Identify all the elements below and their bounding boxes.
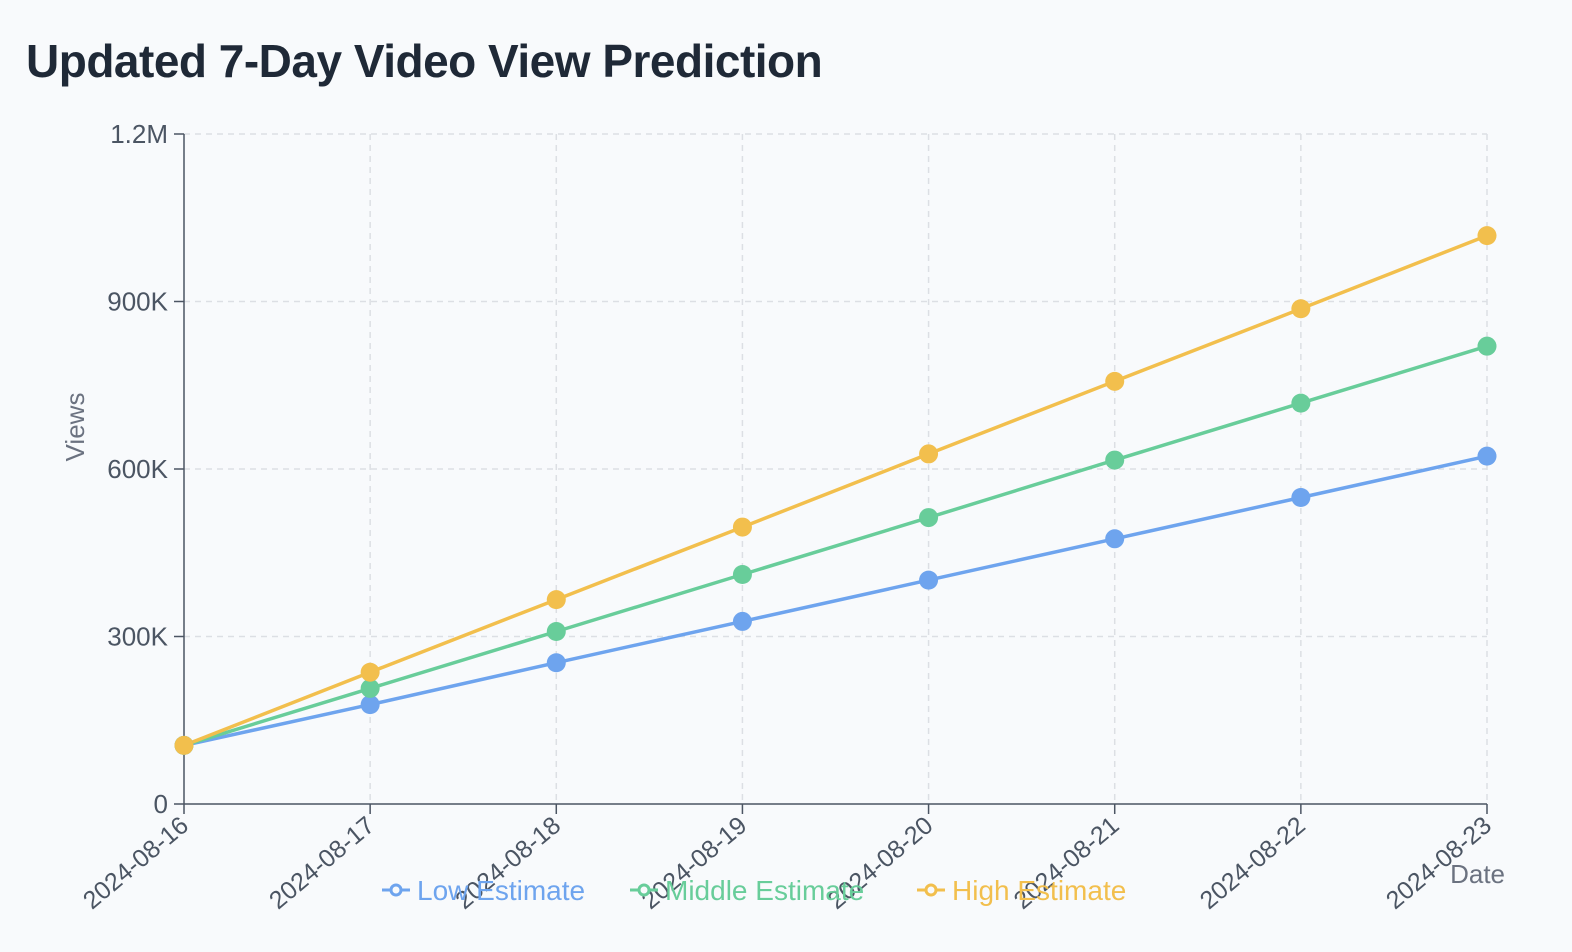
legend: Low Estimate Middle Estimate High Estimate: [382, 875, 1126, 906]
legend-swatch-marker: [637, 883, 651, 897]
series-line: [183, 454, 1488, 748]
data-point[interactable]: [732, 611, 752, 631]
data-point[interactable]: [1291, 487, 1311, 507]
legend-swatch-marker: [389, 883, 403, 897]
series-line: [183, 233, 1488, 748]
data-point[interactable]: [1291, 393, 1311, 413]
data-point[interactable]: [1477, 226, 1497, 246]
data-point[interactable]: [546, 621, 566, 641]
data-point[interactable]: [919, 570, 939, 590]
x-tick-label: 2024-08-16: [78, 811, 194, 915]
x-axis-label: Date: [1450, 859, 1505, 889]
data-point[interactable]: [732, 517, 752, 537]
data-point[interactable]: [360, 662, 380, 682]
legend-swatch-marker: [924, 883, 938, 897]
data-point[interactable]: [174, 735, 194, 755]
y-tick-label: 300K: [107, 622, 168, 652]
data-point[interactable]: [1477, 336, 1497, 356]
data-point[interactable]: [360, 695, 380, 715]
legend-item-label[interactable]: Middle Estimate: [665, 875, 864, 906]
data-point[interactable]: [1105, 371, 1125, 391]
data-point[interactable]: [1105, 529, 1125, 549]
data-point[interactable]: [1291, 299, 1311, 319]
data-point[interactable]: [1477, 446, 1497, 466]
chart-title: Updated 7-Day Video View Prediction: [26, 35, 823, 87]
data-point[interactable]: [546, 653, 566, 673]
y-tick-label: 600K: [107, 454, 168, 484]
data-point[interactable]: [919, 444, 939, 464]
data-point[interactable]: [732, 565, 752, 585]
x-tick-label: 2024-08-22: [1195, 811, 1311, 915]
x-tick-label: 2024-08-17: [264, 811, 380, 915]
y-tick-label: 0: [154, 789, 168, 819]
data-point[interactable]: [360, 678, 380, 698]
y-axis-ticks: 0 300K 600K 900K 1.2M: [107, 119, 184, 819]
data-point[interactable]: [919, 508, 939, 528]
data-point[interactable]: [546, 590, 566, 610]
series-lines: [174, 226, 1497, 755]
y-tick-label: 1.2M: [110, 119, 168, 149]
grid: [184, 133, 1488, 804]
legend-item-label[interactable]: Low Estimate: [417, 875, 585, 906]
data-point[interactable]: [1105, 450, 1125, 470]
y-tick-label: 900K: [107, 287, 168, 317]
legend-item-label[interactable]: High Estimate: [952, 875, 1126, 906]
y-axis-label: Views: [60, 393, 90, 462]
series-line: [183, 344, 1488, 748]
